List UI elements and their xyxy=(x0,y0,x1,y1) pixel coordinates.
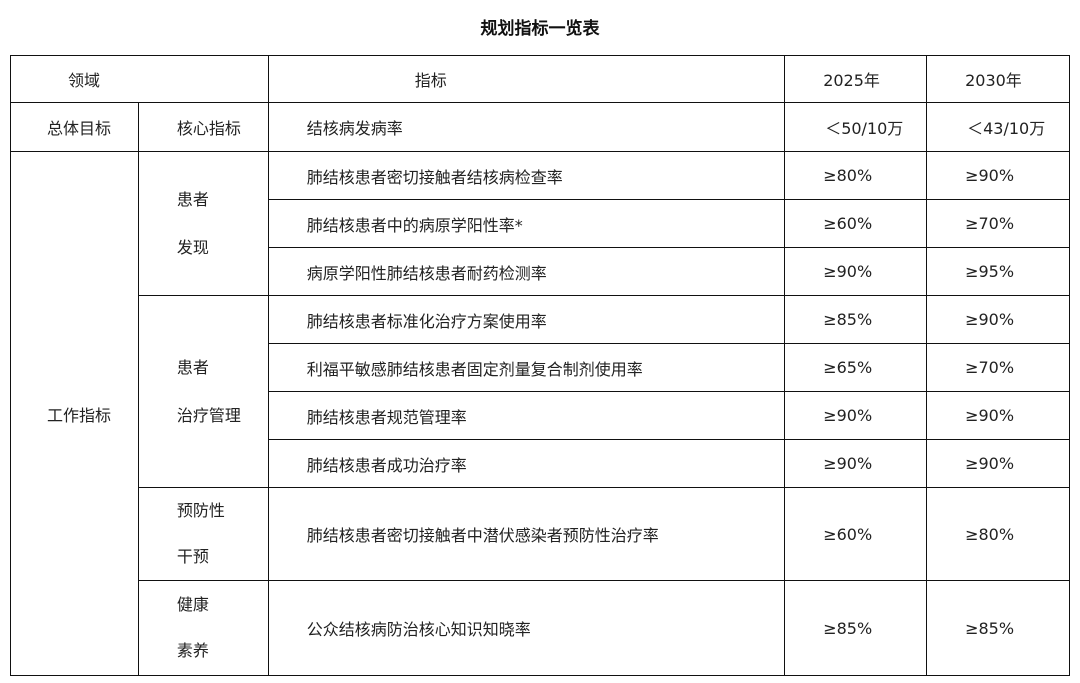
value-2025: ≥85% xyxy=(784,580,928,676)
header-2030: 2030年 xyxy=(926,55,1070,103)
value-2025: ≥90% xyxy=(784,439,928,488)
subarea-line1: 健康 xyxy=(176,595,209,614)
table-row: 预防性 干预 肺结核患者密切接触者中潜伏感染者预防性治疗率 ≥60% ≥80% xyxy=(11,487,1070,581)
subarea-line1: 预防性 xyxy=(176,501,225,520)
subarea-line1: 患者 xyxy=(176,189,209,209)
value-2030: ≥90% xyxy=(926,295,1070,344)
table-row: 肺结核患者中的病原学阳性率* ≥60% ≥70% xyxy=(11,199,1070,248)
indicator-cell: 病原学阳性肺结核患者耐药检测率 xyxy=(267,247,786,296)
header-indicator: 指标 xyxy=(267,55,786,103)
table-row: 肺结核患者成功治疗率 ≥90% ≥90% xyxy=(11,439,1070,488)
value-2030: ≥90% xyxy=(926,439,1070,488)
page-title: 规划指标一览表 xyxy=(480,19,600,39)
area-cell: 总体目标 xyxy=(10,102,139,152)
value-2025: ≥90% xyxy=(784,247,928,296)
subarea-cell: 预防性 干预 xyxy=(137,487,269,581)
indicator-cell: 肺结核患者成功治疗率 xyxy=(267,439,786,488)
table-row: 健康 素养 公众结核病防治核心知识知晓率 ≥85% ≥85% xyxy=(11,580,1070,676)
table-row: 肺结核患者规范管理率 ≥90% ≥90% xyxy=(11,391,1070,440)
indicator-table: 领域 指标 2025年 2030年 总体目标 核心指标 结核病发病率 ＜50/1… xyxy=(10,55,1070,676)
area-cell: 工作指标 xyxy=(10,151,139,676)
table-row: 利福平敏感肺结核患者固定剂量复合制剂使用率 ≥65% ≥70% xyxy=(11,343,1070,392)
value-2030: ≥70% xyxy=(926,199,1070,248)
subarea-cell: 患者 发现 xyxy=(137,151,269,296)
table-row: 患者 治疗管理 肺结核患者标准化治疗方案使用率 ≥85% ≥90% xyxy=(11,295,1070,488)
value-2030: ≥85% xyxy=(926,580,1070,676)
subarea-cell: 健康 素养 xyxy=(137,580,269,676)
value-2025: ＜50/10万 xyxy=(784,102,928,152)
subarea-line2: 素养 xyxy=(176,641,209,660)
value-2030: ≥90% xyxy=(926,391,1070,440)
table-header-row: 领域 指标 2025年 2030年 xyxy=(10,55,1070,103)
value-2025: ≥80% xyxy=(784,151,928,200)
subarea-cell: 患者 治疗管理 xyxy=(137,295,269,488)
indicator-cell: 肺结核患者规范管理率 xyxy=(267,391,786,440)
indicator-cell: 肺结核患者密切接触者结核病检查率 xyxy=(267,151,786,200)
header-2025: 2025年 xyxy=(784,55,928,103)
value-2030: ＜43/10万 xyxy=(926,102,1070,152)
indicator-cell: 结核病发病率 xyxy=(267,102,786,152)
value-2030: ≥95% xyxy=(926,247,1070,296)
table-row: 总体目标 核心指标 结核病发病率 ＜50/10万 ＜43/10万 xyxy=(10,102,1070,152)
indicator-cell: 肺结核患者标准化治疗方案使用率 xyxy=(267,295,786,344)
table-row: 病原学阳性肺结核患者耐药检测率 ≥90% ≥95% xyxy=(11,247,1070,296)
subarea-cell: 核心指标 xyxy=(137,102,269,152)
value-2025: ≥60% xyxy=(784,199,928,248)
indicator-cell: 肺结核患者密切接触者中潜伏感染者预防性治疗率 xyxy=(267,487,786,581)
subarea-line2: 干预 xyxy=(176,547,209,566)
indicator-cell: 利福平敏感肺结核患者固定剂量复合制剂使用率 xyxy=(267,343,786,392)
value-2025: ≥60% xyxy=(784,487,928,581)
indicator-cell: 肺结核患者中的病原学阳性率* xyxy=(267,199,786,248)
indicator-cell: 公众结核病防治核心知识知晓率 xyxy=(267,580,786,676)
value-2025: ≥85% xyxy=(784,295,928,344)
header-area: 领域 xyxy=(10,55,269,103)
value-2025: ≥65% xyxy=(784,343,928,392)
value-2030: ≥80% xyxy=(926,487,1070,581)
value-2030: ≥90% xyxy=(926,151,1070,200)
subarea-line2: 治疗管理 xyxy=(176,405,241,425)
table-row: 工作指标 患者 发现 肺结核患者密切接触者结核病检查率 ≥80% ≥90% xyxy=(10,151,1070,676)
subarea-line2: 发现 xyxy=(176,237,209,257)
value-2030: ≥70% xyxy=(926,343,1070,392)
subarea-line1: 患者 xyxy=(176,357,209,377)
value-2025: ≥90% xyxy=(784,391,928,440)
